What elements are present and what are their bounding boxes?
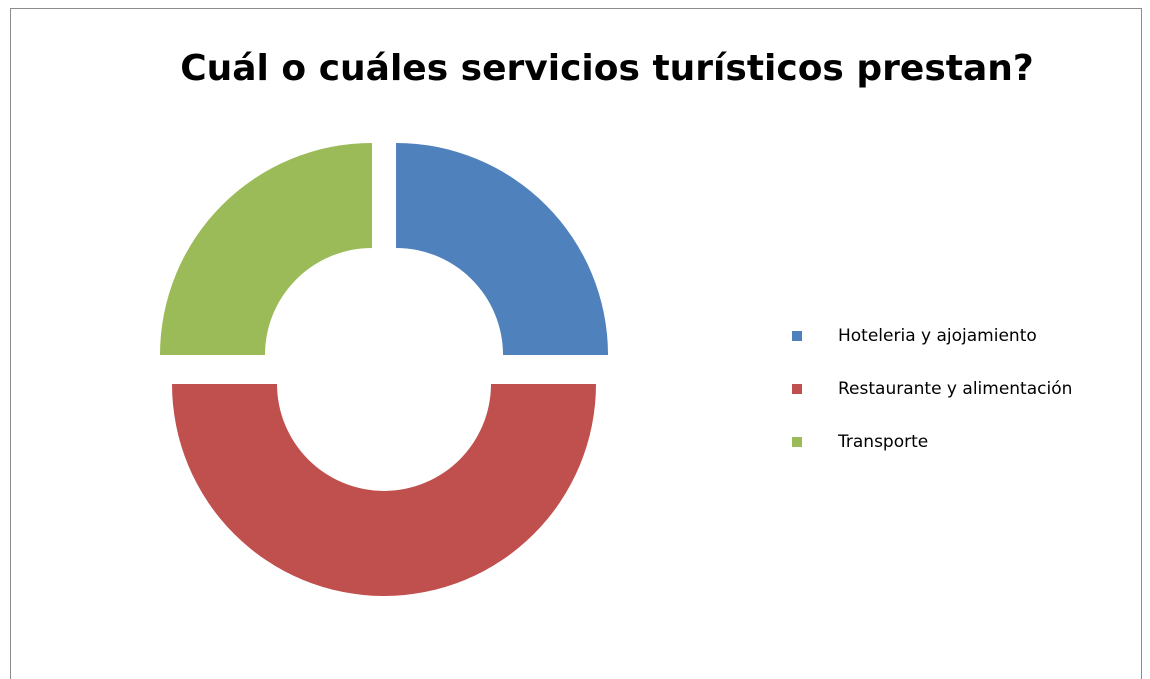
chart-title: Cuál o cuáles servicios turísticos prest… <box>180 48 1034 89</box>
legend-swatch <box>792 331 802 341</box>
donut-slice <box>172 384 596 596</box>
legend-swatch <box>792 437 802 447</box>
donut-slice <box>159 142 372 355</box>
legend-swatch <box>792 384 802 394</box>
donut-slice <box>396 142 609 355</box>
legend-label: Restaurante y alimentación <box>838 379 1072 399</box>
legend-label: Transporte <box>837 432 928 452</box>
legend-label: Hoteleria y ajojamiento <box>838 326 1037 346</box>
